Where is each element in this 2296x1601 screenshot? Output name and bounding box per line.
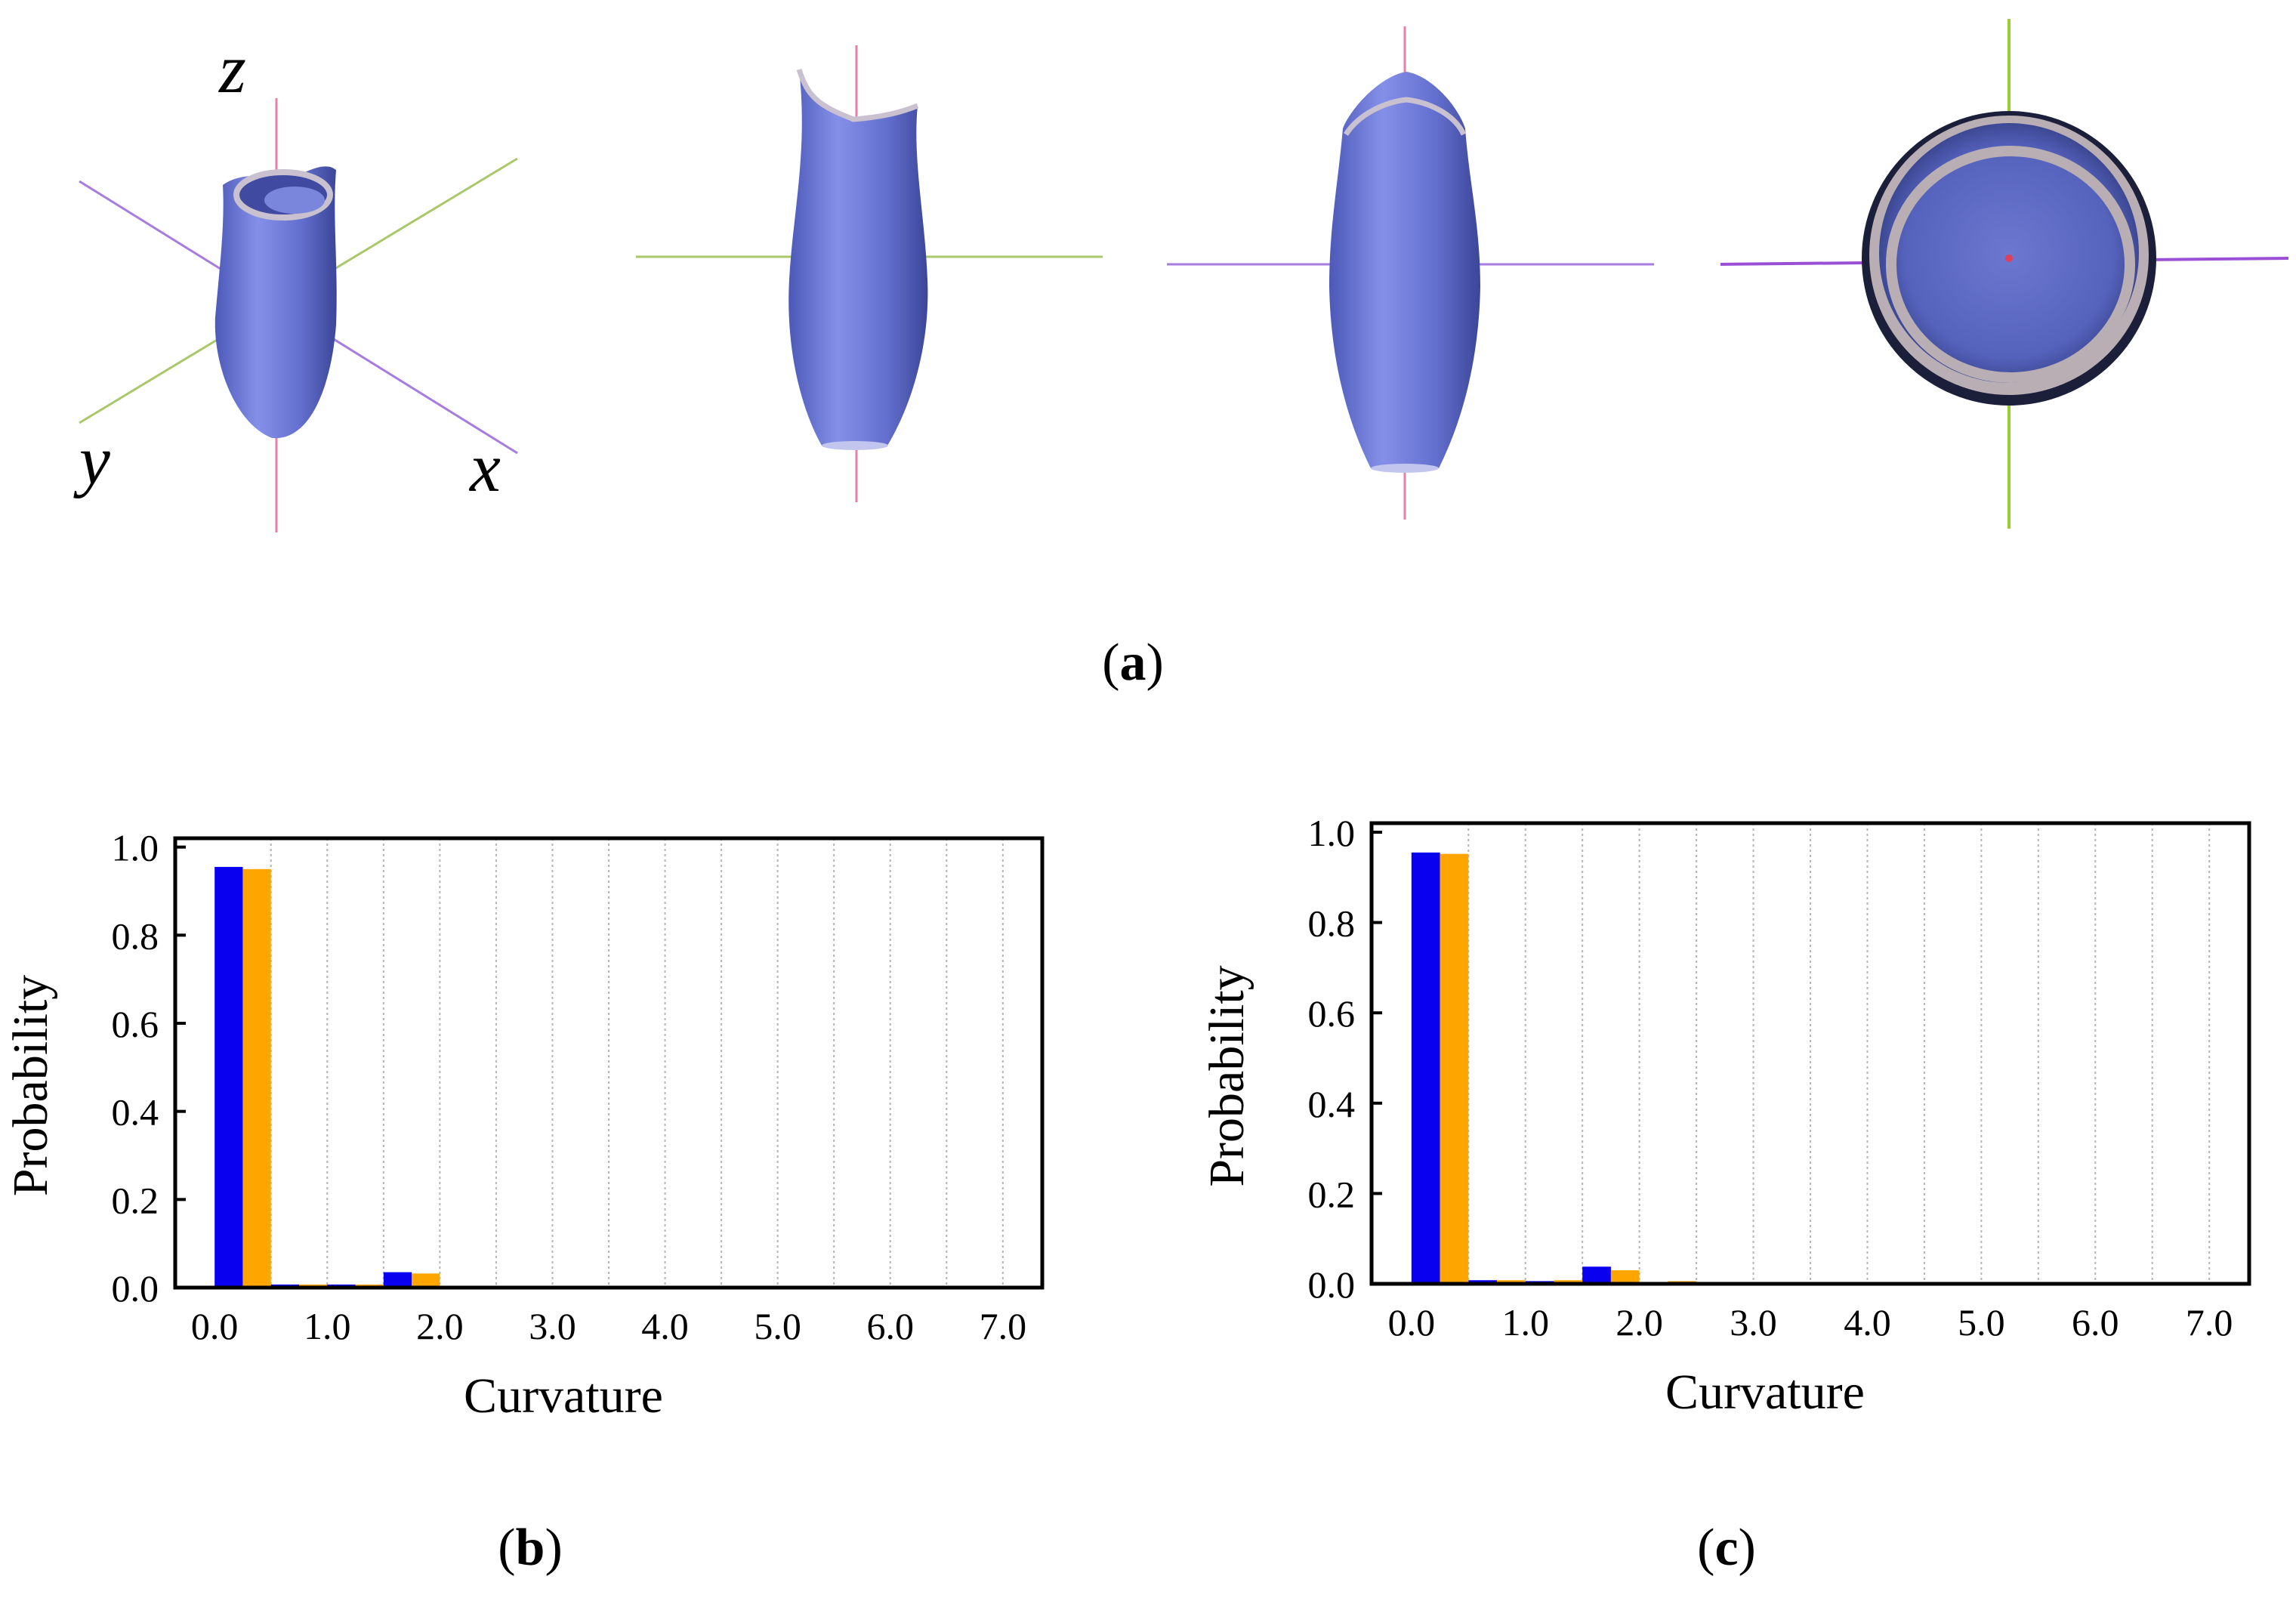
bar-series2 bbox=[412, 1273, 440, 1288]
y-tick-label: 0.6 bbox=[112, 1003, 159, 1045]
y-tick-label: 0.8 bbox=[1308, 902, 1356, 945]
x-tick-label: 6.0 bbox=[866, 1305, 914, 1347]
vase-inner bbox=[1879, 123, 2139, 383]
bar-series1 bbox=[383, 1272, 412, 1288]
bar-series2 bbox=[1610, 1270, 1640, 1284]
x-tick-label: 2.0 bbox=[416, 1305, 464, 1347]
x-tick-label: 7.0 bbox=[980, 1305, 1027, 1347]
x-tick-label: 0.0 bbox=[1388, 1301, 1436, 1343]
vase-base bbox=[822, 441, 888, 450]
vase-view-side bbox=[1167, 26, 1654, 520]
x-axis-label: Curvature bbox=[464, 1368, 663, 1424]
y-axis-label: Probability bbox=[3, 975, 58, 1196]
bar-series2 bbox=[1440, 853, 1469, 1284]
center-dot bbox=[2005, 254, 2013, 262]
x-tick-label: 1.0 bbox=[304, 1305, 351, 1347]
vase-inner-ring bbox=[1886, 146, 2135, 383]
vase-rim bbox=[1344, 97, 1467, 136]
x-tick-label: 4.0 bbox=[1844, 1301, 1891, 1343]
bar-series1 bbox=[1582, 1266, 1611, 1284]
y-tick-label: 0.2 bbox=[112, 1179, 159, 1221]
y-tick-label: 0.6 bbox=[1308, 992, 1356, 1035]
plot-frame bbox=[173, 836, 1045, 1290]
x-tick-label: 5.0 bbox=[754, 1305, 801, 1347]
y-tick-label: 0.0 bbox=[1308, 1263, 1356, 1306]
plot-frame bbox=[1369, 821, 2251, 1286]
panel-label-b: (b) bbox=[498, 1519, 563, 1577]
y-tick-label: 0.8 bbox=[112, 915, 159, 957]
vase-rim-inner bbox=[264, 187, 325, 214]
x-tick-label: 1.0 bbox=[1501, 1301, 1549, 1343]
y-tick-label: 1.0 bbox=[1308, 812, 1356, 854]
vase-rim bbox=[796, 68, 919, 122]
x-tick-label: 0.0 bbox=[191, 1305, 239, 1347]
vase-body bbox=[1329, 72, 1480, 468]
x-tick-label: 3.0 bbox=[1730, 1301, 1777, 1343]
axis-letter-x: x bbox=[468, 429, 501, 506]
y-tick-label: 0.4 bbox=[112, 1091, 159, 1134]
x-tick-label: 7.0 bbox=[2186, 1301, 2233, 1343]
x-tick-label: 2.0 bbox=[1616, 1301, 1663, 1343]
vase-view-front bbox=[636, 45, 1103, 502]
vase-base bbox=[1371, 464, 1439, 473]
x-tick-label: 3.0 bbox=[529, 1305, 576, 1347]
vase-body bbox=[788, 69, 928, 446]
vase-view-top bbox=[1720, 19, 2289, 529]
y-tick-label: 0.0 bbox=[112, 1267, 159, 1309]
panel-label-c: (c) bbox=[1697, 1519, 1756, 1577]
vase-body bbox=[214, 166, 337, 439]
bar-series2 bbox=[242, 868, 271, 1288]
bar-series1 bbox=[1411, 852, 1440, 1284]
x-tick-label: 4.0 bbox=[641, 1305, 689, 1347]
x-tick-label: 5.0 bbox=[1958, 1301, 2005, 1343]
chart-b: 0.0 0.2 0.4 0.6 0.8 1.0 0.0 1.0 2.0 3.0 4.0 5.0 6.0 7… bbox=[3, 827, 1045, 1424]
axis-letter-z: z bbox=[218, 30, 246, 107]
vase-views: z y x bbox=[73, 19, 2289, 532]
y-tick-label: 0.4 bbox=[1308, 1083, 1356, 1125]
x-tick-label: 6.0 bbox=[2072, 1301, 2119, 1343]
chart-c: 0.0 0.2 0.4 0.6 0.8 1.0 0.0 1.0 2.0 3.0 4.0 5.0 6.0 7… bbox=[1199, 812, 2251, 1420]
x-axis-label: Curvature bbox=[1665, 1365, 1865, 1420]
y-axis-label: Probability bbox=[1199, 965, 1254, 1186]
vase-view-isometric bbox=[79, 98, 518, 532]
y-tick-label: 0.2 bbox=[1308, 1173, 1356, 1215]
bar-series1 bbox=[214, 866, 243, 1288]
panel-label-a: (a) bbox=[1102, 634, 1164, 692]
y-tick-label: 1.0 bbox=[112, 827, 159, 869]
axis-letter-y: y bbox=[73, 421, 110, 498]
